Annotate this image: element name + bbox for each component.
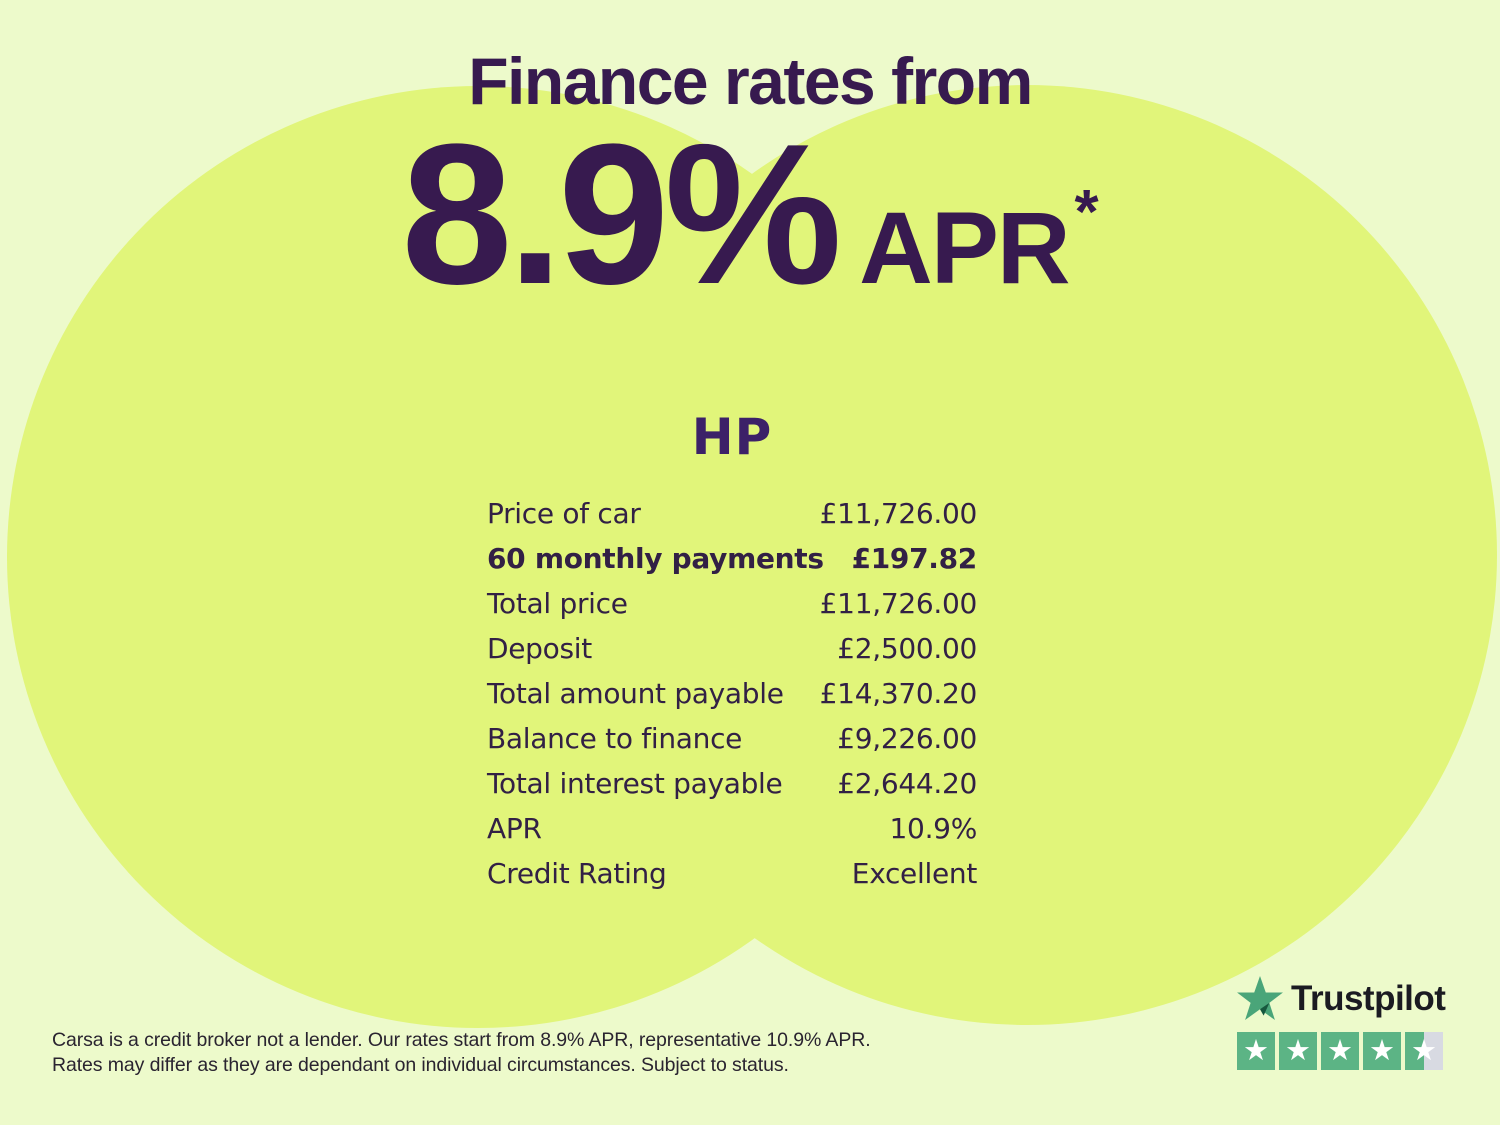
rate-unit: APR xyxy=(859,191,1070,305)
finance-row: Total price £11,726.00 xyxy=(487,581,977,626)
hero-title: Finance rates from xyxy=(468,44,1033,118)
star-icon: ★ xyxy=(1285,1032,1311,1067)
finance-row: Credit Rating Excellent xyxy=(487,851,977,896)
finance-row: Total amount payable £14,370.20 xyxy=(487,671,977,716)
finance-row-label: Credit Rating xyxy=(487,857,667,890)
trustpilot-rating-star: ★ xyxy=(1321,1032,1359,1070)
star-icon: ★ xyxy=(1369,1032,1395,1067)
star-icon: ★ xyxy=(1411,1032,1437,1067)
finance-row: 60 monthly payments £197.82 xyxy=(487,536,977,581)
finance-row: Deposit £2,500.00 xyxy=(487,626,977,671)
trustpilot-rating-star: ★ xyxy=(1405,1032,1443,1070)
star-icon: ★ xyxy=(1243,1032,1269,1067)
finance-summary-panel: HP Price of car £11,726.00 60 monthly pa… xyxy=(487,412,977,896)
finance-row-value: 10.9% xyxy=(889,812,978,845)
finance-row-value: Excellent xyxy=(851,857,978,890)
trustpilot-logo-row: Trustpilot xyxy=(1237,976,1449,1020)
star-icon: ★ xyxy=(1327,1032,1353,1067)
finance-row-label: APR xyxy=(487,812,542,845)
finance-row: APR 10.9% xyxy=(487,806,977,851)
finance-row: Balance to finance £9,226.00 xyxy=(487,716,977,761)
disclaimer-line-2: Rates may differ as they are dependant o… xyxy=(52,1054,789,1076)
finance-row-value: £2,500.00 xyxy=(837,632,977,665)
finance-row-label: Total interest payable xyxy=(487,767,783,800)
trustpilot-rating-stars: ★ ★ ★ ★ ★ xyxy=(1237,1032,1449,1070)
finance-row: Price of car £11,726.00 xyxy=(487,491,977,536)
trustpilot-rating-star: ★ xyxy=(1363,1032,1401,1070)
rate-value: 8.9% xyxy=(401,103,842,326)
finance-row-label: Total amount payable xyxy=(487,677,784,710)
finance-row-label: 60 monthly payments xyxy=(487,542,824,575)
trustpilot-badge: Trustpilot ★ ★ ★ ★ ★ xyxy=(1237,976,1449,1070)
finance-table: Price of car £11,726.00 60 monthly payme… xyxy=(487,491,977,896)
finance-row-value: £11,726.00 xyxy=(819,587,978,620)
finance-row-value: £197.82 xyxy=(851,542,978,575)
hero-rate: 8.9% APR * xyxy=(0,115,1500,315)
finance-row-label: Balance to finance xyxy=(487,722,743,755)
finance-row-label: Deposit xyxy=(487,632,592,665)
trustpilot-rating-star: ★ xyxy=(1237,1032,1275,1070)
disclaimer: Carsa is a credit broker not a lender. O… xyxy=(52,1028,871,1078)
finance-row-value: £9,226.00 xyxy=(837,722,977,755)
product-title: HP xyxy=(691,408,773,466)
disclaimer-line-1: Carsa is a credit broker not a lender. O… xyxy=(52,1029,871,1051)
finance-row-value: £14,370.20 xyxy=(819,677,978,710)
finance-row-label: Price of car xyxy=(487,497,641,530)
trustpilot-star-icon xyxy=(1237,976,1283,1020)
trustpilot-rating-star: ★ xyxy=(1279,1032,1317,1070)
trustpilot-wordmark: Trustpilot xyxy=(1291,978,1446,1018)
rate-asterisk: * xyxy=(1074,178,1099,247)
finance-row: Total interest payable £2,644.20 xyxy=(487,761,977,806)
finance-row-value: £2,644.20 xyxy=(837,767,977,800)
finance-row-label: Total price xyxy=(487,587,628,620)
background-circle-right xyxy=(557,85,1497,1025)
finance-row-value: £11,726.00 xyxy=(819,497,978,530)
